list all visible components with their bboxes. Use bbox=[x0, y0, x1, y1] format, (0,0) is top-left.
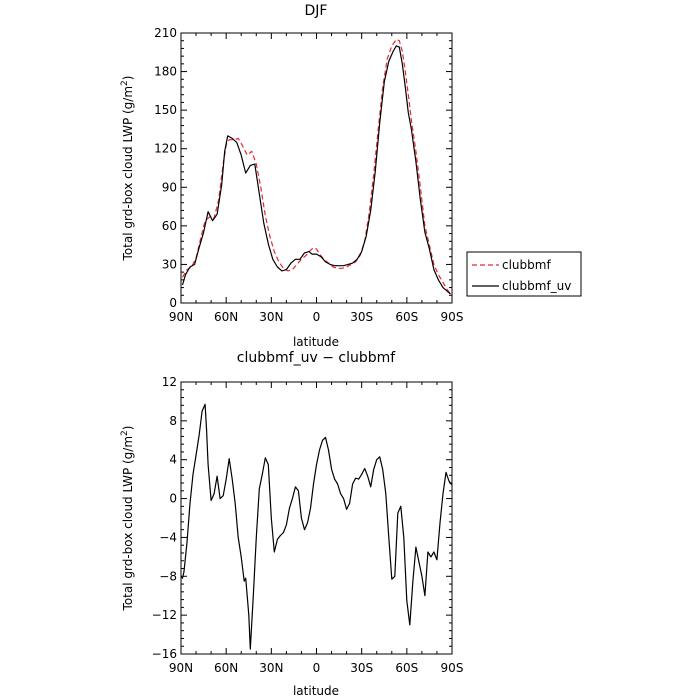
bottom-y-tick-label: −8 bbox=[159, 569, 177, 583]
bottom-y-tick-label: −12 bbox=[152, 608, 177, 622]
top-y-tick-label: 120 bbox=[154, 142, 177, 156]
legend-label-clubbmf-uv: clubbmf_uv bbox=[502, 279, 571, 293]
bottom-x-tick-label: 60S bbox=[395, 661, 418, 675]
top-y-tick-label: 0 bbox=[169, 296, 177, 310]
bottom-x-tick-label: 60N bbox=[214, 661, 238, 675]
bottom-y-tick-labels: −16 −12 −8 −4 0 4 8 12 bbox=[152, 375, 177, 661]
top-y-tick-label: 90 bbox=[162, 180, 177, 194]
bottom-y-tick-label: −16 bbox=[152, 647, 177, 661]
bottom-y-axis-label: Total grd-box cloud LWP (g/m2) bbox=[120, 426, 135, 612]
bottom-x-tick-label: 90S bbox=[441, 661, 464, 675]
bottom-x-axis-label: latitude bbox=[293, 684, 339, 698]
top-x-axis-label: latitude bbox=[293, 335, 339, 349]
bottom-series-lines bbox=[180, 403, 453, 650]
bottom-panel: clubbmf_uv − clubbmf 90N 60N 30N 0 30S 60S 90S… bbox=[120, 350, 463, 698]
bottom-y-tick-label: 12 bbox=[162, 375, 177, 389]
top-y-tick-labels: 0 30 60 90 120 150 180 210 bbox=[154, 26, 177, 310]
top-y-tick-label: 210 bbox=[154, 26, 177, 40]
legend-box bbox=[466, 251, 582, 297]
bottom-axis-ticks bbox=[180, 381, 453, 655]
top-series-lines bbox=[181, 38, 451, 295]
top-series-line-clubbmf bbox=[181, 38, 451, 295]
top-series-line-clubbmf-uv bbox=[181, 45, 451, 295]
bottom-x-tick-label: 30S bbox=[350, 661, 373, 675]
top-x-tick-label: 0 bbox=[313, 310, 321, 324]
bottom-x-tick-label: 0 bbox=[313, 661, 321, 675]
bottom-x-tick-labels: 90N 60N 30N 0 30S 60S 90S bbox=[169, 661, 464, 675]
top-x-tick-label: 90N bbox=[169, 310, 193, 324]
legend: clubbmf clubbmf_uv bbox=[466, 251, 582, 297]
bottom-y-tick-label: −4 bbox=[159, 530, 177, 544]
top-chart-title: DJF bbox=[305, 3, 328, 19]
legend-label-clubbmf: clubbmf bbox=[502, 258, 551, 272]
bottom-y-tick-label: 8 bbox=[169, 414, 177, 428]
bottom-x-tick-label: 30N bbox=[259, 661, 283, 675]
top-y-tick-label: 60 bbox=[162, 219, 177, 233]
top-x-tick-labels: 90N 60N 30N 0 30S 60S 90S bbox=[169, 310, 464, 324]
top-plot-frame bbox=[180, 32, 453, 304]
top-y-tick-label: 150 bbox=[154, 103, 177, 117]
top-x-tick-label: 60S bbox=[395, 310, 418, 324]
bottom-plot-frame bbox=[180, 381, 453, 655]
top-y-tick-label: 180 bbox=[154, 65, 177, 79]
top-x-tick-label: 60N bbox=[214, 310, 238, 324]
top-x-tick-label: 30N bbox=[259, 310, 283, 324]
top-y-tick-label: 30 bbox=[162, 257, 177, 271]
top-panel: DJF 90N 60N 30N 0 30S 60S 90S 0 30 60 90 120 150 180… bbox=[120, 3, 582, 349]
bottom-chart-title: clubbmf_uv − clubbmf bbox=[237, 350, 396, 366]
bottom-y-tick-label: 4 bbox=[169, 453, 177, 467]
bottom-series-line-0 bbox=[180, 403, 453, 650]
top-x-tick-label: 30S bbox=[350, 310, 373, 324]
top-y-axis-label: Total grd-box cloud LWP (g/m2) bbox=[120, 76, 135, 262]
bottom-x-tick-label: 90N bbox=[169, 661, 193, 675]
bottom-y-tick-label: 0 bbox=[169, 492, 177, 506]
top-axis-ticks bbox=[180, 32, 453, 304]
top-x-tick-label: 90S bbox=[441, 310, 464, 324]
